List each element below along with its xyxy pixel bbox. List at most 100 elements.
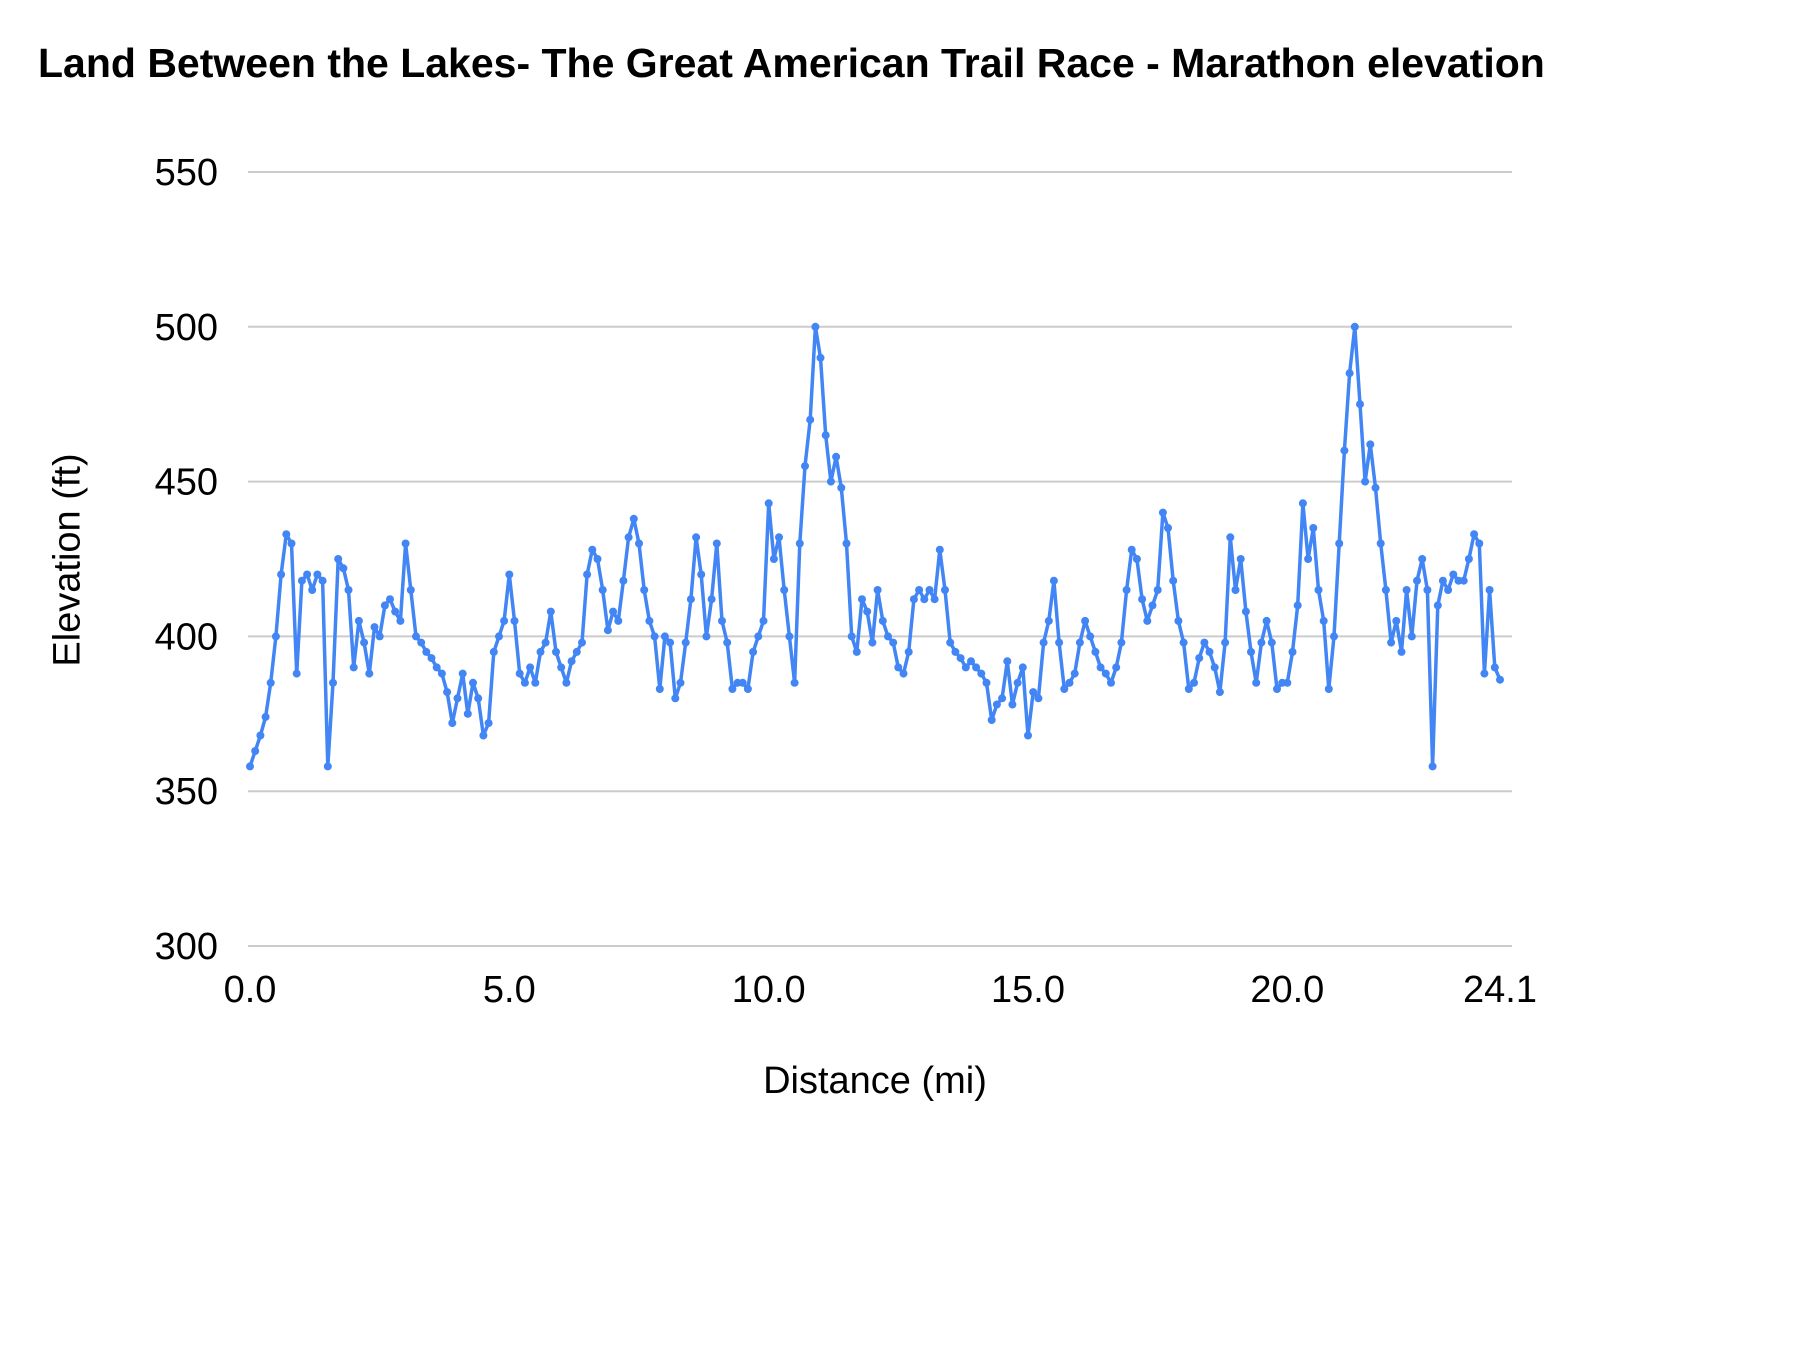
data-point	[531, 678, 540, 687]
data-point	[1049, 576, 1058, 585]
data-point	[1324, 685, 1333, 693]
data-point	[484, 719, 493, 728]
data-point	[899, 669, 908, 678]
data-point	[1096, 663, 1105, 672]
data-point	[1392, 616, 1401, 625]
data-point	[344, 586, 353, 594]
data-point	[884, 632, 892, 641]
data-point	[790, 678, 799, 687]
data-point	[811, 322, 820, 331]
data-point	[1449, 570, 1458, 579]
data-point	[749, 647, 758, 656]
data-point	[1164, 524, 1172, 532]
data-point	[1143, 616, 1152, 625]
data-point	[1366, 440, 1375, 449]
data-point	[1215, 688, 1224, 697]
data-point	[323, 762, 332, 771]
data-point	[826, 477, 835, 486]
y-tick-label: 300	[155, 926, 218, 968]
data-point	[1101, 669, 1110, 678]
data-point	[1018, 663, 1027, 672]
data-point	[992, 700, 1001, 709]
data-point	[1184, 685, 1193, 693]
data-point	[354, 616, 363, 625]
data-point	[380, 601, 389, 610]
data-point	[764, 499, 773, 508]
data-point	[1490, 663, 1499, 672]
data-point	[1091, 647, 1100, 656]
data-point	[894, 663, 903, 672]
data-point	[417, 638, 426, 647]
data-point	[1252, 678, 1261, 687]
data-point	[697, 570, 706, 579]
data-point	[832, 452, 841, 461]
data-point	[1008, 700, 1017, 709]
data-point	[1335, 539, 1344, 548]
data-point	[1086, 632, 1095, 641]
data-point	[427, 654, 436, 663]
x-tick-label: 10.0	[732, 969, 806, 1011]
data-point	[1470, 530, 1479, 539]
data-point	[1397, 647, 1406, 656]
data-point	[1340, 446, 1349, 455]
data-point	[1236, 555, 1245, 563]
data-point	[583, 570, 592, 579]
data-point	[318, 576, 327, 585]
data-point	[469, 678, 477, 687]
x-tick-label: 24.1	[1463, 969, 1537, 1011]
data-point	[562, 678, 571, 687]
data-point	[961, 663, 970, 672]
data-point	[1475, 539, 1484, 548]
data-point	[1013, 678, 1022, 687]
data-point	[557, 663, 566, 672]
data-point	[614, 616, 623, 625]
data-point	[640, 586, 649, 594]
data-point	[593, 555, 602, 563]
data-point	[1496, 675, 1504, 684]
data-point	[287, 539, 296, 548]
data-point	[842, 539, 851, 548]
data-point	[282, 530, 291, 539]
data-point	[759, 616, 768, 625]
y-tick-label: 500	[155, 307, 218, 349]
data-point	[1356, 400, 1364, 409]
data-point	[1407, 632, 1416, 641]
data-point	[1402, 586, 1411, 594]
data-point	[1413, 576, 1421, 585]
data-point	[261, 712, 270, 721]
data-point	[723, 638, 732, 647]
data-point	[1330, 632, 1338, 641]
data-point	[1257, 638, 1266, 647]
data-point	[1200, 638, 1209, 647]
data-point	[1003, 657, 1012, 666]
data-point	[780, 586, 789, 594]
data-point	[1444, 586, 1453, 594]
data-point	[1418, 555, 1427, 563]
data-point	[909, 595, 918, 604]
data-point	[505, 570, 514, 579]
data-point	[1267, 638, 1276, 647]
data-point	[609, 607, 618, 616]
data-point	[256, 731, 265, 740]
data-point	[401, 539, 410, 548]
data-point	[1231, 586, 1240, 594]
data-point	[712, 539, 721, 548]
data-point	[1314, 586, 1323, 594]
data-point	[448, 719, 457, 728]
data-point	[251, 747, 260, 755]
data-point	[837, 483, 846, 492]
y-tick-label: 400	[155, 616, 218, 658]
x-tick-label: 5.0	[483, 969, 536, 1011]
data-point	[671, 694, 680, 703]
data-point	[1169, 576, 1178, 585]
data-point	[1112, 663, 1121, 672]
data-point	[1107, 678, 1115, 687]
data-point	[1283, 678, 1292, 687]
data-point	[334, 555, 343, 563]
data-point	[769, 555, 778, 563]
data-point	[956, 654, 965, 663]
data-point	[754, 632, 763, 641]
data-point	[873, 586, 882, 594]
y-tick-label: 550	[155, 152, 218, 194]
data-point	[666, 638, 675, 647]
